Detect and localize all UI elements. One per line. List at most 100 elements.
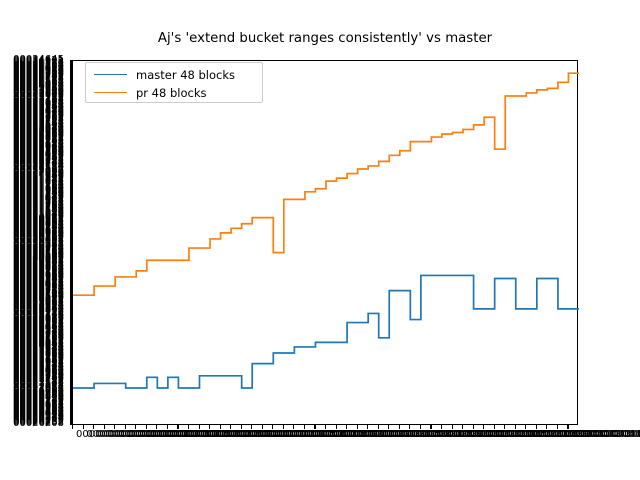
y-tick-label: 00028911	[13, 301, 64, 313]
y-tick-mark	[69, 169, 73, 171]
y-tick-label: 00031002	[13, 211, 64, 223]
y-tick-label: 00029757	[13, 264, 64, 276]
x-tick-label: 0000000000000009	[170, 429, 273, 440]
y-tick-mark	[69, 286, 73, 288]
y-tick-mark	[69, 320, 73, 322]
y-tick-label: 00034457	[13, 62, 64, 74]
y-tick-mark	[69, 325, 73, 327]
y-tick-mark	[69, 221, 73, 223]
y-tick-label: 00030509	[13, 232, 64, 244]
x-tick-mark	[398, 425, 400, 429]
x-tick-mark	[114, 425, 116, 429]
y-tick-mark	[69, 233, 73, 235]
y-tick-label: 00027501	[13, 362, 64, 374]
y-tick-label: 00026631	[13, 399, 64, 411]
y-tick-label: 00031895	[13, 172, 64, 184]
y-tick-label: 00026937	[13, 386, 64, 398]
y-tick-mark	[69, 380, 73, 382]
y-tick-mark	[69, 413, 73, 415]
x-tick-mark	[166, 425, 168, 429]
y-tick-mark	[69, 109, 73, 111]
y-tick-label: 00027689	[13, 354, 64, 366]
x-tick-label: 0000000000000044	[539, 429, 640, 440]
y-tick-mark	[69, 153, 73, 155]
y-tick-label: 00033470	[13, 104, 64, 116]
x-tick-label: 0000000000000014	[223, 429, 326, 440]
y-tick-mark	[69, 234, 73, 236]
y-tick-mark	[69, 345, 73, 348]
y-tick-mark	[69, 259, 73, 261]
y-tick-mark	[69, 72, 73, 74]
y-tick-mark	[69, 316, 73, 318]
y-tick-mark	[69, 222, 73, 224]
y-tick-label: 00033000	[13, 124, 64, 136]
y-tick-label: 00027078	[13, 380, 64, 392]
y-tick-mark	[69, 138, 73, 140]
y-tick-label: 00028746	[13, 308, 64, 320]
x-tick-mark	[462, 425, 464, 429]
y-tick-label: 00029334	[13, 283, 64, 295]
y-tick-mark	[69, 352, 73, 354]
y-tick-label: 00031143	[13, 205, 64, 217]
x-tick-label: 0000000000000039	[487, 429, 589, 440]
y-tick-label: 00030908	[13, 215, 64, 227]
y-tick-label: 00030979	[13, 212, 64, 224]
y-tick-mark	[69, 101, 73, 103]
y-tick-mark	[69, 308, 73, 310]
y-tick-mark	[69, 322, 73, 324]
y-tick-label: 00033399	[13, 107, 64, 119]
y-tick-mark	[69, 340, 73, 342]
y-tick-mark	[69, 151, 73, 153]
y-tick-label: 00031590	[13, 185, 64, 197]
y-tick-label: 00027477	[13, 363, 64, 375]
y-tick-mark	[69, 349, 73, 352]
y-tick-label: 00030791	[13, 220, 64, 232]
y-tick-label: 00029310	[13, 284, 64, 296]
y-tick-mark	[69, 62, 73, 64]
chart-legend[interactable]: master 48 blocks pr 48 blocks	[85, 62, 263, 103]
y-tick-label: 00029216	[13, 288, 64, 300]
y-tick-label: 00033752	[13, 92, 64, 104]
y-tick-mark	[69, 86, 73, 88]
y-tick-mark	[69, 256, 73, 258]
y-tick-mark	[69, 152, 73, 154]
y-tick-mark	[69, 335, 73, 337]
y-tick-mark	[69, 290, 73, 292]
y-tick-mark	[69, 392, 73, 394]
y-tick-label: 00034574	[13, 57, 64, 69]
y-tick-label: 00030062	[13, 251, 64, 263]
y-tick-label: 00029475	[13, 277, 64, 289]
y-tick-mark	[69, 81, 73, 83]
y-tick-mark	[69, 217, 73, 219]
y-tick-label: 00032177	[13, 160, 64, 172]
legend-entry-pr: pr 48 blocks	[94, 84, 206, 101]
y-tick-mark	[69, 306, 73, 308]
y-tick-mark	[69, 154, 73, 156]
y-tick-label: 00027595	[13, 358, 64, 370]
y-tick-mark	[69, 79, 73, 81]
y-tick-label: 00032530	[13, 145, 64, 157]
y-tick-mark	[69, 196, 73, 198]
y-tick-label: 00032224	[13, 158, 64, 170]
y-tick-label: 00027101	[13, 379, 64, 391]
y-tick-mark	[69, 82, 73, 84]
y-tick-mark	[69, 173, 73, 175]
y-tick-label: 00027266	[13, 372, 64, 384]
y-tick-mark	[69, 351, 73, 353]
y-tick-mark	[69, 328, 73, 330]
y-tick-label: 00033658	[13, 96, 64, 108]
y-tick-label: 00026279	[13, 414, 64, 426]
x-tick-mark	[504, 425, 506, 429]
y-tick-mark	[69, 249, 73, 251]
y-tick-label: 00027759	[13, 351, 64, 363]
y-tick-label: 00026255	[13, 415, 64, 427]
y-tick-mark	[69, 92, 73, 94]
y-tick-label: 00026843	[13, 390, 64, 402]
y-tick-mark	[69, 386, 73, 388]
y-tick-label: 00026749	[13, 394, 64, 406]
y-tick-label: 00029263	[13, 286, 64, 298]
y-tick-label: 00029357	[13, 282, 64, 294]
y-tick-label: 00033916	[13, 85, 64, 97]
y-tick-label: 00033352	[13, 109, 64, 121]
y-tick-label: 00031096	[13, 207, 64, 219]
